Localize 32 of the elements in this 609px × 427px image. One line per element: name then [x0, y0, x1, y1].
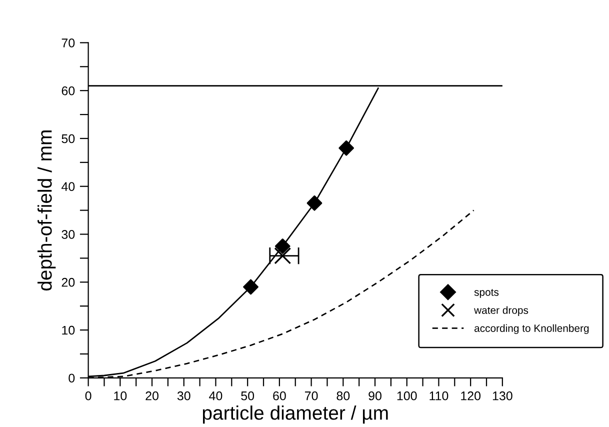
y-tick-label: 30	[62, 230, 75, 239]
x-axis-title: particle diameter / µm	[202, 406, 388, 424]
x-tick-label: 50	[241, 391, 254, 400]
point	[274, 238, 290, 254]
x-tick-label: 80	[336, 391, 350, 400]
x-tick-label: 110	[430, 391, 448, 400]
y-tick-label: 60	[62, 86, 75, 96]
x-tick-label: 40	[209, 391, 222, 400]
point	[306, 195, 322, 211]
y-tick-label: 10	[62, 326, 75, 335]
x-tick-label: 120	[461, 391, 481, 400]
point	[274, 247, 292, 264]
x-tick-label: 60	[273, 391, 286, 400]
x-tick-label: 100	[397, 391, 417, 400]
y-tick-label: 0	[68, 374, 75, 383]
point	[243, 279, 258, 295]
point	[338, 140, 354, 156]
x-tick-label: 90	[368, 391, 382, 400]
legend-label: spots	[474, 289, 499, 298]
y-tick-label: 50	[62, 134, 75, 144]
x-tick-label: 0	[85, 391, 92, 400]
x-tick-label: 20	[146, 391, 158, 400]
x-tick-label: 130	[492, 391, 512, 400]
y-tick-label: 20	[62, 278, 75, 287]
legend-label: according to Knollenberg	[474, 324, 589, 334]
y-tick-label: 70	[62, 38, 75, 48]
x-tick-label: 70	[304, 391, 318, 400]
y-axis-title: depth-of-field / mm	[38, 130, 56, 291]
y-tick-label: 40	[61, 182, 75, 192]
legend-label: water drops	[474, 306, 528, 316]
x-tick-label: 30	[177, 391, 190, 400]
x-tick-label: 10	[114, 391, 127, 400]
